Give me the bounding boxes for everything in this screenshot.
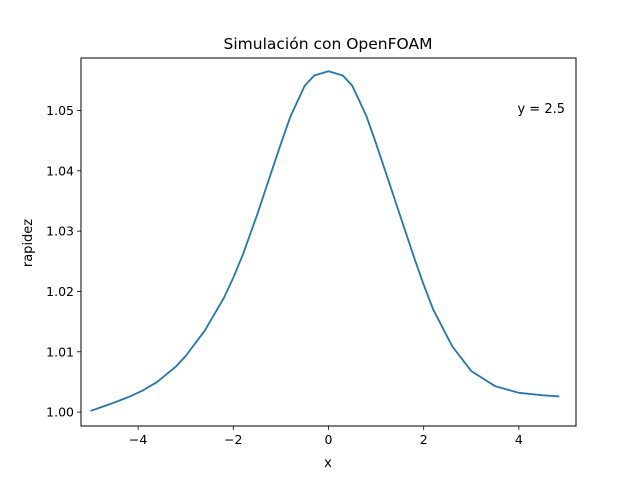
x-tick-label: 0 bbox=[325, 432, 333, 447]
x-tick-label: 2 bbox=[420, 432, 428, 447]
plot-area bbox=[81, 58, 576, 426]
annotation-text: y = 2.5 bbox=[517, 102, 565, 117]
y-tick-label: 1.05 bbox=[46, 103, 74, 118]
y-tick-label: 1.03 bbox=[46, 224, 74, 239]
y-tick-label: 1.04 bbox=[46, 163, 74, 178]
chart-title: Simulación con OpenFOAM bbox=[224, 35, 433, 53]
y-tick-label: 1.01 bbox=[46, 344, 74, 359]
series-line bbox=[90, 70, 560, 412]
y-axis-ticks: 1.00 1.01 1.02 1.03 1.04 1.05 bbox=[46, 103, 81, 420]
y-tick-label: 1.02 bbox=[46, 284, 74, 299]
plot-frame bbox=[80, 57, 577, 427]
x-tick-label: −4 bbox=[129, 432, 147, 447]
x-axis-label: x bbox=[324, 456, 332, 471]
x-axis-ticks: −4 −2 0 2 4 bbox=[129, 426, 523, 447]
x-tick-label: 4 bbox=[515, 432, 523, 447]
y-axis-label: rapidez bbox=[21, 219, 36, 267]
y-tick-label: 1.00 bbox=[46, 405, 74, 420]
x-tick-label: −2 bbox=[224, 432, 242, 447]
